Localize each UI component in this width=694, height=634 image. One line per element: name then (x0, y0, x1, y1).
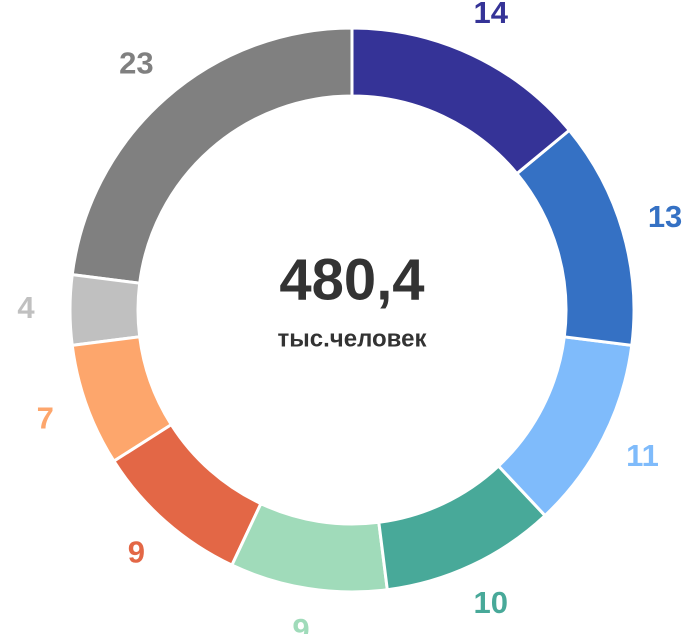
data-label: 4 (17, 290, 35, 325)
donut-segment (70, 26, 354, 285)
donut-segment (514, 128, 636, 348)
data-label: 9 (128, 535, 145, 570)
data-label: 11 (626, 438, 659, 473)
data-label: 7 (37, 401, 54, 436)
donut-segment (68, 272, 142, 348)
donut-segment (496, 335, 634, 518)
donut-segment (111, 422, 263, 568)
data-label: 23 (119, 46, 153, 81)
data-label: 9 (292, 612, 309, 634)
center-value: 480,4 (279, 247, 424, 312)
donut-segment (229, 501, 390, 594)
data-label: 10 (474, 585, 508, 620)
donut-segment (70, 335, 174, 464)
data-label: 13 (648, 199, 682, 234)
center-label: тыс.человек (278, 325, 428, 352)
donut-segment (377, 463, 548, 592)
data-label: 14 (474, 0, 509, 30)
donut-segment (350, 26, 572, 176)
